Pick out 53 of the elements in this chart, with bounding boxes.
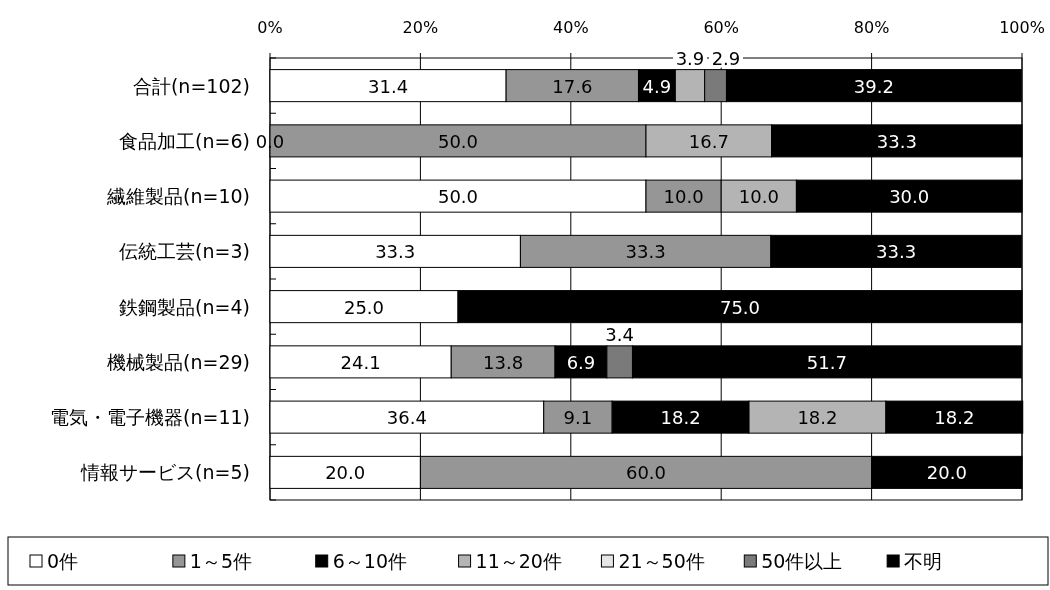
- data-label: 2.9: [711, 47, 741, 69]
- data-label: 13.8: [483, 351, 524, 373]
- data-label: 10.0: [738, 186, 779, 208]
- legend-label: 6～10件: [332, 550, 407, 572]
- data-label: 3.9: [675, 47, 705, 69]
- data-label: 10.0: [663, 186, 704, 208]
- data-label: 33.3: [625, 241, 666, 263]
- y-tick-label: 繊維製品(n=10): [106, 185, 250, 208]
- legend-label: 0件: [47, 550, 79, 572]
- y-tick-label: 電気・電子機器(n=11): [50, 406, 250, 429]
- y-tick-label: 情報サービス(n=5): [80, 461, 250, 484]
- x-tick-label: 80%: [853, 18, 890, 37]
- data-label: 25.0: [343, 296, 385, 318]
- data-label: 30.0: [889, 186, 930, 208]
- legend-label: 11～20件: [475, 550, 562, 572]
- data-label: 60.0: [625, 462, 667, 484]
- data-label: 51.7: [806, 351, 847, 373]
- legend-label: 21～50件: [618, 550, 705, 572]
- y-tick-label: 鉄鋼製品(n=4): [119, 295, 250, 318]
- legend-label: 不明: [904, 550, 943, 572]
- data-label: 4.9: [642, 75, 672, 97]
- data-label: 20.0: [926, 462, 967, 484]
- data-label: 33.3: [375, 241, 416, 263]
- legend-label: 1～5件: [189, 550, 253, 572]
- x-tick-label: 20%: [402, 18, 439, 37]
- data-label: 3.4: [605, 323, 634, 345]
- y-tick-label: 伝統工芸(n=3): [119, 240, 250, 263]
- data-label: 18.2: [660, 407, 701, 429]
- data-label: 17.6: [552, 75, 593, 97]
- y-tick-label: 食品加工(n=6): [119, 129, 250, 152]
- data-label: 31.4: [368, 75, 409, 97]
- data-label: 9.1: [563, 407, 593, 429]
- legend-label: 50件以上: [761, 550, 843, 572]
- data-label: 33.3: [876, 241, 917, 263]
- data-label: 39.2: [853, 75, 894, 97]
- x-tick-label: 100%: [999, 18, 1045, 37]
- data-label: 18.2: [797, 407, 838, 429]
- y-tick-label: 合計(n=102): [132, 74, 250, 97]
- data-label: 24.1: [340, 351, 381, 373]
- annotation: 0.0: [255, 130, 285, 152]
- x-tick-label: 40%: [553, 18, 589, 37]
- data-label: 18.2: [934, 407, 975, 429]
- data-label: 6.9: [566, 351, 596, 373]
- x-tick-label: 60%: [703, 18, 739, 37]
- data-label: 16.7: [688, 130, 729, 152]
- data-label: 75.0: [719, 296, 761, 318]
- data-label: 20.0: [325, 462, 366, 484]
- data-label: 36.4: [386, 407, 427, 429]
- data-label: 50.0: [437, 130, 479, 152]
- x-tick-label: 0%: [257, 18, 283, 37]
- data-label: 50.0: [437, 186, 479, 208]
- data-label: 33.3: [876, 130, 917, 152]
- y-tick-label: 機械製品(n=29): [107, 350, 250, 373]
